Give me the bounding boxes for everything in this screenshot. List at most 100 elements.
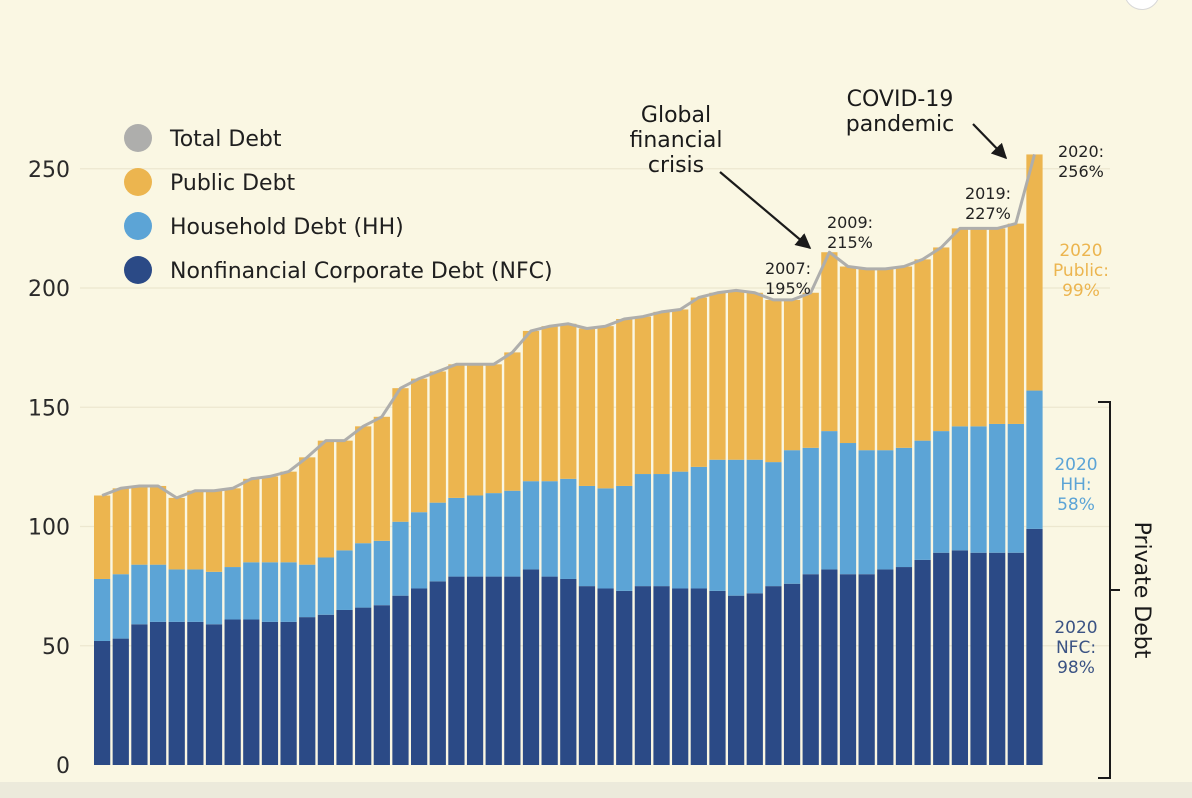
bar-segment bbox=[224, 619, 241, 765]
bar-segment bbox=[149, 485, 167, 565]
label-2020: 2020: bbox=[1058, 142, 1104, 161]
bar-segment bbox=[261, 476, 279, 563]
label-2019: 227% bbox=[965, 204, 1011, 223]
hh-2020-label: 2020 bbox=[1054, 455, 1097, 475]
bar-segment bbox=[243, 562, 260, 620]
bar-segment bbox=[336, 609, 353, 765]
bar-segment bbox=[728, 290, 745, 460]
legend-label: Public Debt bbox=[170, 171, 296, 196]
bar-segment bbox=[448, 497, 465, 577]
bar-segment bbox=[951, 550, 969, 765]
bar-segment bbox=[951, 426, 969, 551]
bar-segment bbox=[187, 490, 204, 570]
bottom-strip bbox=[0, 782, 1192, 798]
bar-segment bbox=[317, 557, 335, 615]
covid-annotation-text: pandemic bbox=[846, 112, 955, 137]
bar-segment bbox=[989, 423, 1006, 553]
bar-segment bbox=[951, 228, 969, 427]
bar-segment bbox=[355, 607, 372, 765]
covid-arrow bbox=[972, 123, 1008, 160]
bar-segment bbox=[895, 266, 913, 448]
bar-segment bbox=[933, 431, 950, 553]
bar-segment bbox=[765, 586, 782, 765]
bar-segment bbox=[616, 319, 633, 486]
bar-segment bbox=[299, 617, 316, 765]
bar-segment bbox=[914, 259, 931, 441]
bar-segment bbox=[1026, 390, 1043, 529]
bar-segment bbox=[783, 450, 801, 584]
bar-segment bbox=[373, 416, 390, 541]
bar-segment bbox=[112, 638, 129, 765]
bar-segment bbox=[392, 388, 409, 522]
legend-marker bbox=[124, 124, 152, 152]
bar-segment bbox=[672, 471, 689, 589]
label-2020: 256% bbox=[1058, 162, 1104, 181]
bar-segment bbox=[466, 495, 484, 577]
bar-segment bbox=[672, 588, 689, 765]
bar-segment bbox=[858, 574, 875, 765]
bar-segment bbox=[821, 431, 838, 570]
label-2009: 215% bbox=[827, 233, 873, 252]
bar-segment bbox=[653, 474, 670, 587]
bar-segment bbox=[970, 228, 987, 427]
bar-segment bbox=[783, 299, 801, 451]
bar-segment bbox=[672, 309, 689, 472]
bar-segment bbox=[728, 459, 745, 596]
y-axis-ticks: 0 50 100 150 200 250 bbox=[28, 158, 70, 779]
bar-segment bbox=[970, 552, 987, 765]
bar-segment bbox=[839, 443, 857, 575]
bar-segment bbox=[448, 576, 465, 765]
bar-segment bbox=[914, 559, 931, 765]
bar-segment bbox=[280, 621, 297, 765]
bar-segment bbox=[970, 426, 987, 553]
bar-segment bbox=[895, 447, 913, 568]
bar-segment bbox=[709, 292, 726, 460]
bar-segment bbox=[112, 574, 129, 639]
bar-segment bbox=[94, 640, 111, 765]
label-2007: 2007: bbox=[765, 259, 811, 278]
gfc-annotation-text: Global bbox=[641, 103, 711, 128]
bar-segment bbox=[94, 578, 111, 641]
bar-segment bbox=[373, 605, 390, 765]
bar-segment bbox=[839, 266, 857, 444]
label-2007: 195% bbox=[765, 279, 811, 298]
legend-label: Nonfinancial Corporate Debt (NFC) bbox=[170, 259, 553, 284]
bar-segment bbox=[411, 588, 428, 765]
bar-segment bbox=[429, 581, 446, 765]
bar-segment bbox=[336, 550, 353, 610]
private-debt-label: Private Debt bbox=[1129, 522, 1154, 659]
bar-segment bbox=[149, 564, 167, 622]
bar-segment bbox=[765, 462, 782, 587]
bar-segment bbox=[1007, 223, 1024, 424]
bar-segment bbox=[411, 512, 428, 589]
bar-segment bbox=[821, 569, 838, 765]
bar-segment bbox=[485, 576, 502, 765]
bar-segment bbox=[187, 621, 204, 765]
gfc-arrow bbox=[719, 171, 812, 249]
bar-segment bbox=[131, 485, 148, 565]
bar-segment bbox=[112, 488, 129, 575]
legend: Total Debt Public Debt Household Debt (HH)… bbox=[124, 124, 553, 284]
bar-segment bbox=[1007, 552, 1024, 765]
bar-segment bbox=[205, 490, 223, 572]
bar-segment bbox=[746, 459, 763, 594]
bar-segment bbox=[504, 490, 521, 577]
bar-segment bbox=[616, 590, 633, 765]
bar-segment bbox=[634, 586, 652, 765]
bar-segment bbox=[392, 521, 409, 596]
bar-segment bbox=[933, 552, 950, 765]
bar-segment bbox=[261, 562, 279, 622]
total-debt-series-line bbox=[101, 154, 1036, 500]
bar-segment bbox=[690, 588, 707, 765]
bar-segment bbox=[746, 292, 763, 460]
bar-segment bbox=[858, 268, 875, 451]
legend-label: Household Debt (HH) bbox=[170, 215, 404, 240]
bar-segment bbox=[392, 595, 409, 765]
bar-segment bbox=[653, 586, 670, 765]
bar-segment bbox=[243, 478, 260, 563]
legend-label: Total Debt bbox=[169, 127, 282, 152]
bar-segment bbox=[914, 440, 931, 560]
bar-segment bbox=[522, 330, 540, 482]
bar-segment bbox=[1026, 528, 1043, 765]
